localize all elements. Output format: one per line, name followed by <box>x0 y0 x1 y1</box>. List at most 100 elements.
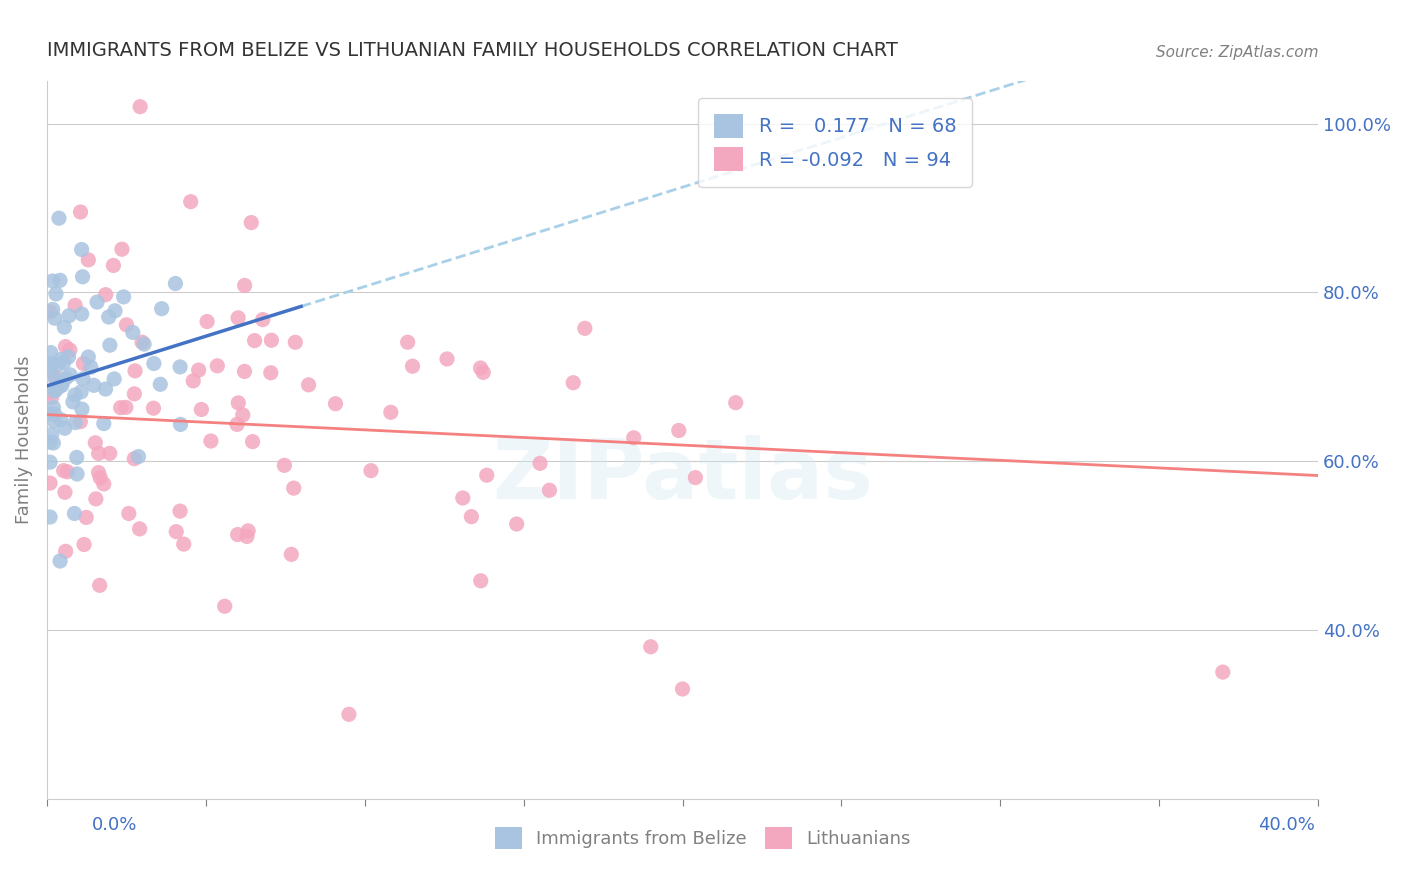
Immigrants from Belize <box>169 359 191 374</box>
Immigrants from Belize <box>104 303 127 318</box>
Lithuanians <box>69 205 91 219</box>
Immigrants from Belize <box>98 338 121 352</box>
Immigrants from Belize <box>93 417 115 431</box>
Immigrants from Belize <box>66 467 89 481</box>
Lithuanians <box>75 510 97 524</box>
Lithuanians <box>252 312 274 326</box>
Immigrants from Belize <box>150 301 173 316</box>
Lithuanians <box>396 335 419 350</box>
Lithuanians <box>207 359 229 373</box>
Lithuanians <box>39 384 62 398</box>
Lithuanians <box>460 509 482 524</box>
Lithuanians <box>115 401 138 415</box>
Text: ZIPatlas: ZIPatlas <box>492 435 873 516</box>
Lithuanians <box>200 434 222 448</box>
Lithuanians <box>214 599 236 614</box>
Lithuanians <box>69 415 91 429</box>
Immigrants from Belize <box>42 436 65 450</box>
Immigrants from Belize <box>49 554 72 568</box>
Immigrants from Belize <box>39 345 62 359</box>
Lithuanians <box>232 408 254 422</box>
Lithuanians <box>574 321 596 335</box>
Lithuanians <box>401 359 423 374</box>
Lithuanians <box>128 522 150 536</box>
Lithuanians <box>39 304 62 318</box>
Lithuanians <box>41 391 63 405</box>
Lithuanians <box>260 366 283 380</box>
Immigrants from Belize <box>112 290 135 304</box>
Immigrants from Belize <box>58 350 80 364</box>
Lithuanians <box>475 468 498 483</box>
Lithuanians <box>226 527 249 541</box>
Lithuanians <box>284 335 307 350</box>
Immigrants from Belize <box>52 355 75 369</box>
Immigrants from Belize <box>63 507 86 521</box>
Immigrants from Belize <box>42 401 65 415</box>
Lithuanians <box>283 481 305 495</box>
Immigrants from Belize <box>83 378 105 392</box>
Lithuanians <box>640 640 662 654</box>
Lithuanians <box>181 374 204 388</box>
Lithuanians <box>337 707 360 722</box>
Lithuanians <box>529 456 551 470</box>
Immigrants from Belize <box>42 414 65 428</box>
Immigrants from Belize <box>53 421 76 435</box>
Immigrants from Belize <box>39 435 62 450</box>
Immigrants from Belize <box>97 310 120 324</box>
Lithuanians <box>180 194 202 209</box>
Lithuanians <box>118 507 141 521</box>
Lithuanians <box>671 681 693 696</box>
Immigrants from Belize <box>41 274 63 288</box>
Immigrants from Belize <box>39 510 62 524</box>
Lithuanians <box>233 364 256 378</box>
Lithuanians <box>56 465 79 479</box>
Lithuanians <box>360 464 382 478</box>
Immigrants from Belize <box>59 368 82 382</box>
Lithuanians <box>55 544 77 558</box>
Immigrants from Belize <box>77 350 100 364</box>
Lithuanians <box>129 100 152 114</box>
Immigrants from Belize <box>49 352 72 367</box>
Lithuanians <box>236 524 259 538</box>
Lithuanians <box>538 483 561 498</box>
Immigrants from Belize <box>86 295 108 310</box>
Immigrants from Belize <box>44 384 66 398</box>
Lithuanians <box>103 259 125 273</box>
Lithuanians <box>73 537 96 551</box>
Immigrants from Belize <box>49 273 72 287</box>
Immigrants from Belize <box>49 412 72 426</box>
Lithuanians <box>297 377 319 392</box>
Lithuanians <box>1212 665 1234 679</box>
Lithuanians <box>39 476 62 491</box>
Immigrants from Belize <box>48 211 70 226</box>
Immigrants from Belize <box>149 377 172 392</box>
Lithuanians <box>226 417 249 432</box>
Lithuanians <box>39 385 62 400</box>
Immigrants from Belize <box>39 455 62 469</box>
Lithuanians <box>131 335 153 350</box>
Immigrants from Belize <box>44 311 66 326</box>
Lithuanians <box>280 547 302 561</box>
Lithuanians <box>111 242 134 256</box>
Lithuanians <box>63 298 86 312</box>
Lithuanians <box>93 477 115 491</box>
Lithuanians <box>84 491 107 506</box>
Immigrants from Belize <box>51 378 73 392</box>
Lithuanians <box>59 343 82 357</box>
Lithuanians <box>94 287 117 301</box>
Lithuanians <box>436 351 458 366</box>
Lithuanians <box>470 361 492 376</box>
Lithuanians <box>89 578 111 592</box>
Lithuanians <box>124 387 146 401</box>
Lithuanians <box>142 401 165 416</box>
Lithuanians <box>84 435 107 450</box>
Lithuanians <box>226 396 249 410</box>
Immigrants from Belize <box>169 417 191 432</box>
Lithuanians <box>165 524 187 539</box>
Immigrants from Belize <box>70 307 93 321</box>
Immigrants from Belize <box>103 372 125 386</box>
Lithuanians <box>110 401 132 415</box>
Lithuanians <box>685 470 707 484</box>
Lithuanians <box>124 451 146 466</box>
Lithuanians <box>124 364 146 378</box>
